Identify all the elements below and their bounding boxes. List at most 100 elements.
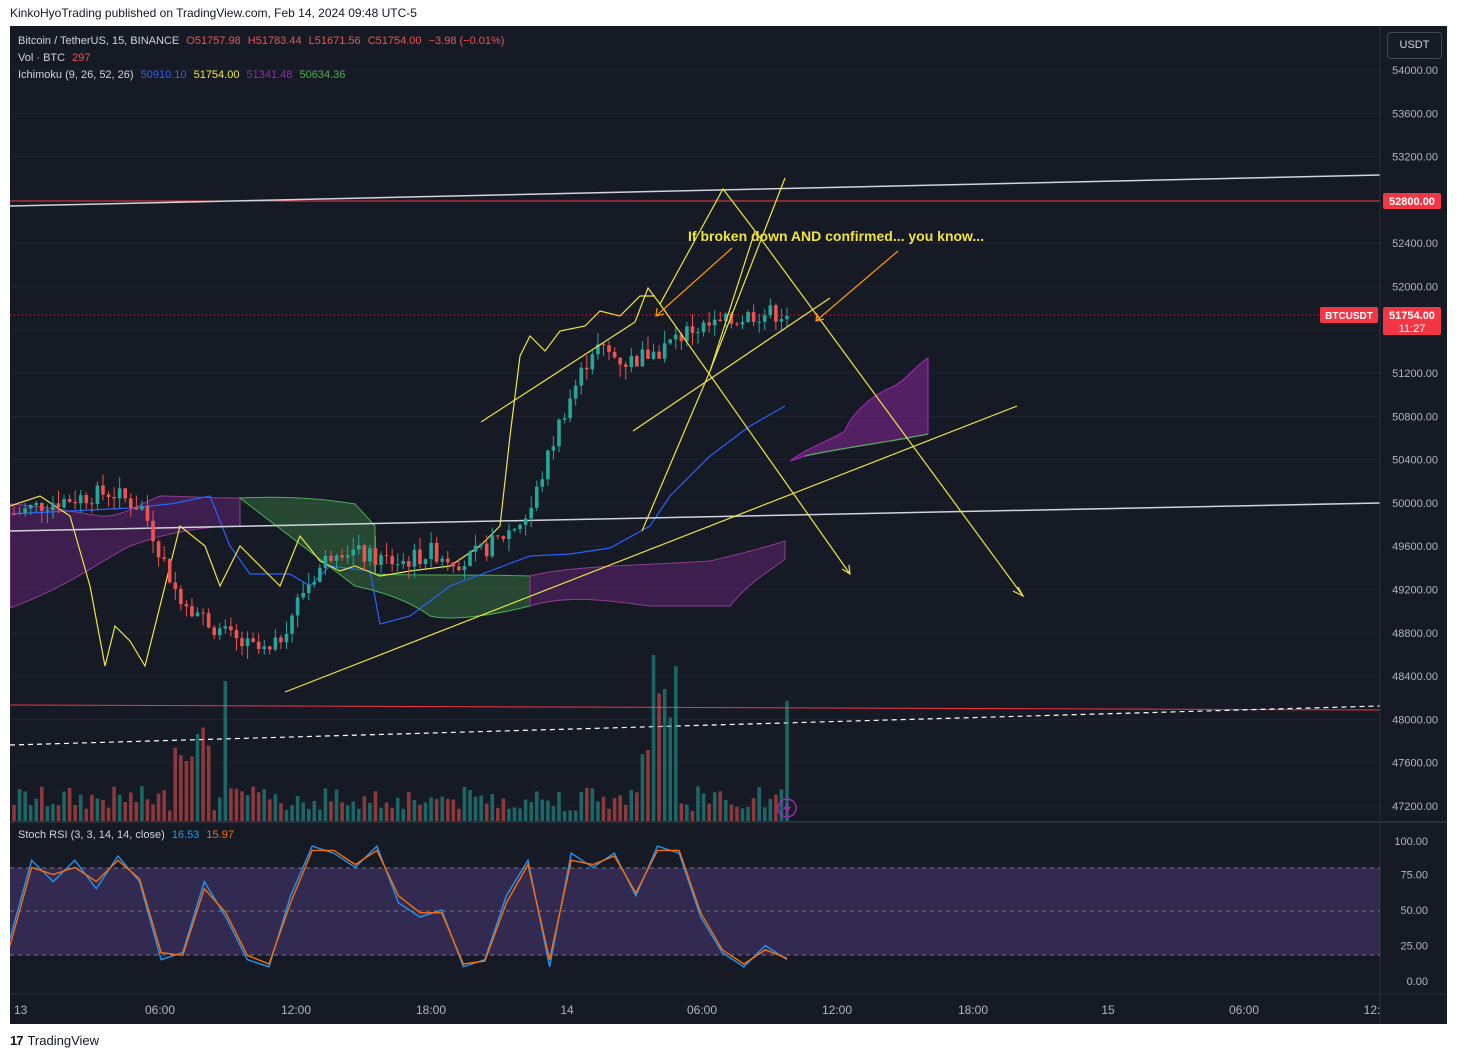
candle-body: [662, 343, 667, 359]
volume-bar: [573, 810, 578, 821]
volume-bar: [340, 802, 344, 821]
candle-body: [735, 323, 739, 325]
ichimoku-kijun-line: [10, 405, 786, 625]
volume-bar: [490, 793, 495, 821]
candle-body: [23, 508, 27, 514]
time-axis[interactable]: 13 06:00 12:00 18:00 14 06:00 12:00 18:00 15 06:0…: [14, 1003, 1380, 1017]
volume-bar: [496, 807, 500, 821]
volume-bar: [740, 808, 745, 821]
tradingview-logo-icon: 17: [10, 1033, 24, 1048]
candle-body: [646, 349, 650, 359]
candle-body: [762, 315, 767, 322]
symbol-name[interactable]: Bitcoin / TetherUS, 15, BINANCE: [18, 35, 180, 47]
time-tick-label: 06:00: [145, 1003, 175, 1017]
candle-body: [412, 549, 417, 567]
chart-frame[interactable]: If broken down AND confirmed... you know…: [10, 26, 1447, 1024]
volume-bar: [156, 793, 161, 821]
ichimoku-legend[interactable]: Ichimoku (9, 26, 52, 26) 50910.10 51754.…: [18, 69, 349, 81]
price-tick-label: 48000.00: [1392, 714, 1438, 726]
lower-trendline[interactable]: [284, 405, 1018, 693]
volume-bar: [607, 808, 611, 821]
candle-body: [373, 548, 378, 565]
ichimoku-label[interactable]: Ichimoku (9, 26, 52, 26): [18, 69, 134, 81]
ichimoku-value-3: 51341.48: [246, 69, 293, 81]
level-price-tag: [1383, 193, 1441, 209]
volume-bar: [668, 717, 673, 821]
volume-bar: [206, 745, 211, 821]
volume-bar: [229, 788, 233, 821]
candle-body: [295, 597, 300, 616]
candle-body: [234, 630, 239, 639]
orange-arrows[interactable]: [655, 247, 899, 322]
candle-body: [217, 628, 222, 636]
candle-body: [251, 638, 255, 642]
candle-body: [523, 518, 528, 525]
annotation-text[interactable]: If broken down AND confirmed... you know…: [688, 228, 984, 244]
candle-body: [568, 398, 572, 419]
volume-bar: [179, 755, 183, 821]
volume-bar: [101, 800, 105, 821]
candle-body: [640, 349, 645, 367]
volume-bar: [673, 666, 678, 821]
price-tick-label: 47200.00: [1392, 801, 1438, 813]
volume-bar: [479, 795, 483, 821]
candle-body: [56, 503, 61, 508]
candle-body: [551, 446, 556, 451]
channel-upper-line[interactable]: [480, 321, 636, 423]
candle-body: [62, 499, 66, 508]
volume-bar: [373, 791, 378, 821]
candle-body: [51, 503, 55, 511]
volume-bar: [173, 747, 178, 821]
level-48100-line[interactable]: [10, 704, 1381, 711]
volume-bar: [268, 799, 272, 821]
candle-body: [529, 507, 533, 519]
ohlc-close: C51754.00: [367, 35, 422, 47]
candle-body: [562, 418, 567, 420]
volume-bar: [646, 750, 650, 821]
candle-body: [262, 646, 267, 650]
stoch-legend[interactable]: Stoch RSI (3, 3, 14, 14, close) 16.53 15…: [18, 829, 238, 841]
price-axis[interactable]: 54000.00 53600.00 53200.00 52800.00 52400.00…: [1392, 65, 1438, 813]
time-tick-label: 18:00: [416, 1003, 446, 1017]
volume-legend[interactable]: Vol · BTC 297: [18, 52, 95, 64]
candle-body: [256, 641, 261, 650]
candle-body: [407, 561, 411, 567]
stoch-axis[interactable]: 100.00 75.00 50.00 25.00 0.00: [1394, 836, 1428, 988]
mid-channel-line[interactable]: [10, 502, 1381, 532]
last-price-tag: [1383, 307, 1441, 335]
upper-channel-line[interactable]: [10, 174, 1381, 207]
symbol-legend[interactable]: Bitcoin / TetherUS, 15, BINANCE O51757.9…: [18, 35, 508, 47]
volume-value: 297: [72, 52, 91, 64]
volume-bar: [123, 802, 128, 821]
projection-line[interactable]: [754, 230, 1024, 597]
candle-body: [112, 497, 116, 499]
volume-bar: [190, 756, 194, 821]
currency-button[interactable]: USDT: [1387, 32, 1442, 59]
stoch-label[interactable]: Stoch RSI (3, 3, 14, 14, close): [18, 829, 165, 841]
volume-bar: [601, 796, 606, 821]
candle-body: [28, 505, 33, 509]
wedge-line-b[interactable]: [659, 303, 851, 575]
volume-label[interactable]: Vol · BTC: [18, 52, 66, 64]
volume-bar: [724, 799, 728, 821]
candle-body: [162, 557, 166, 559]
channel-lower-line[interactable]: [632, 297, 831, 432]
volume-bar: [412, 799, 417, 821]
time-tick-label: 12:00: [281, 1003, 311, 1017]
bolt-icon[interactable]: [777, 798, 797, 818]
candle-body: [195, 612, 200, 617]
volume-bar: [379, 807, 383, 821]
trend-drawings[interactable]: [284, 177, 1025, 693]
wedge-line-a[interactable]: [709, 177, 786, 372]
volume-bar: [718, 791, 723, 821]
volume-bar: [290, 805, 294, 821]
price-tick-label: 51200.00: [1392, 368, 1438, 380]
volume-bar: [334, 789, 339, 821]
volume-bar: [640, 754, 645, 821]
candle-body: [184, 604, 189, 607]
stoch-d-value: 15.97: [206, 829, 234, 841]
dashed-support-line[interactable]: [10, 705, 1381, 746]
chart-canvas[interactable]: If broken down AND confirmed... you know…: [10, 26, 1447, 1024]
volume-bar: [468, 789, 472, 821]
price-tick-label: 53600.00: [1392, 108, 1438, 120]
